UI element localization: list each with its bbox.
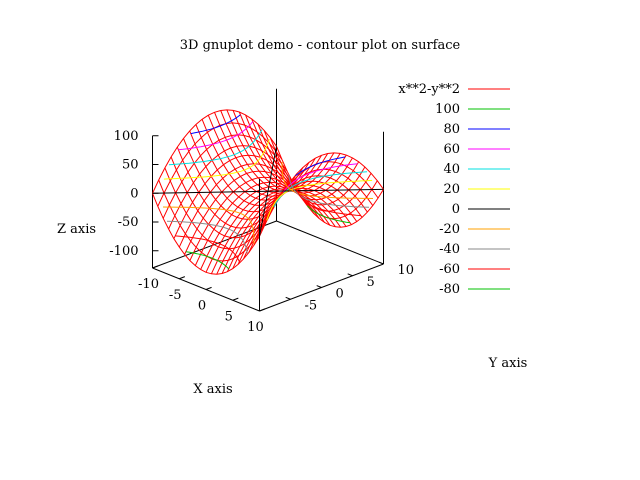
contour-line xyxy=(166,220,248,254)
x-tick-mark xyxy=(179,276,186,280)
mesh-line xyxy=(170,156,279,239)
chart-title: 3D gnuplot demo - contour plot on surfac… xyxy=(180,38,461,53)
contour-line xyxy=(190,114,241,135)
legend-label: 0 xyxy=(452,202,460,217)
mesh-line xyxy=(158,179,267,262)
x-tick-mark xyxy=(232,297,239,301)
y-axis-label: Y axis xyxy=(488,356,528,371)
y-tick-label: 0 xyxy=(336,287,344,302)
z-tick-label: -100 xyxy=(109,244,138,259)
z-tick-label: 100 xyxy=(114,129,139,144)
contour-line xyxy=(295,156,346,177)
z-tick-label: 0 xyxy=(130,186,138,201)
x-tick-mark xyxy=(259,308,266,312)
y-tick-label: 10 xyxy=(398,263,415,278)
mesh-line xyxy=(207,115,316,197)
mesh-line xyxy=(221,189,347,274)
contour-line xyxy=(296,189,361,217)
mesh-line xyxy=(176,146,285,229)
mesh-line xyxy=(251,118,360,201)
contour-line xyxy=(163,138,270,180)
axis-edge xyxy=(276,220,384,265)
y-tick-mark xyxy=(285,296,291,300)
legend-label: -40 xyxy=(439,242,460,257)
surface-mesh xyxy=(152,109,384,275)
contour-line xyxy=(266,179,373,221)
x-axis-label: X axis xyxy=(193,382,232,397)
contour-line xyxy=(288,175,370,208)
contour-line xyxy=(273,171,368,208)
contour-line xyxy=(162,206,255,244)
mesh-line xyxy=(152,193,260,275)
legend-label: 20 xyxy=(443,182,460,197)
y-tick-mark xyxy=(378,261,384,265)
y-tick-mark xyxy=(316,285,322,288)
x-tick-label: 0 xyxy=(198,299,206,314)
legend-label: -80 xyxy=(439,282,460,297)
legend-label: x**2-y**2 xyxy=(398,82,460,97)
mesh-line xyxy=(232,110,341,192)
legend-label: -60 xyxy=(439,262,460,277)
contour-line xyxy=(178,121,254,151)
x-tick-mark xyxy=(205,286,212,290)
y-tick-label: -5 xyxy=(305,298,318,313)
mesh-line xyxy=(257,123,366,206)
y-tick-mark xyxy=(347,273,353,277)
mesh-line xyxy=(220,110,329,193)
y-tick-label: 5 xyxy=(367,275,375,290)
x-tick-label: 5 xyxy=(225,309,233,324)
contour-line xyxy=(185,251,230,270)
legend-label: 60 xyxy=(443,142,460,157)
z-tick-label: -50 xyxy=(118,215,139,230)
legend-label: 80 xyxy=(443,122,460,137)
legend: x**2-y**2 100 80 60 40 20 0 -20 -40 -60 -80 xyxy=(398,82,510,297)
x-tick-label: 10 xyxy=(247,320,264,335)
legend-label: 40 xyxy=(443,162,460,177)
x-tick-label: -5 xyxy=(169,288,182,303)
x-tick-mark xyxy=(152,265,159,269)
mesh-line xyxy=(226,187,352,272)
z-tick-label: 50 xyxy=(122,158,139,173)
legend-label: 100 xyxy=(435,102,460,117)
contour-line xyxy=(306,205,351,224)
contour-line xyxy=(282,163,358,193)
legend-label: -20 xyxy=(439,222,460,237)
x-tick-label: -10 xyxy=(138,277,159,292)
contour-line xyxy=(175,235,240,262)
z-axis-label: Z axis xyxy=(57,222,96,237)
contour-line xyxy=(168,129,263,166)
contour-line xyxy=(259,146,277,237)
